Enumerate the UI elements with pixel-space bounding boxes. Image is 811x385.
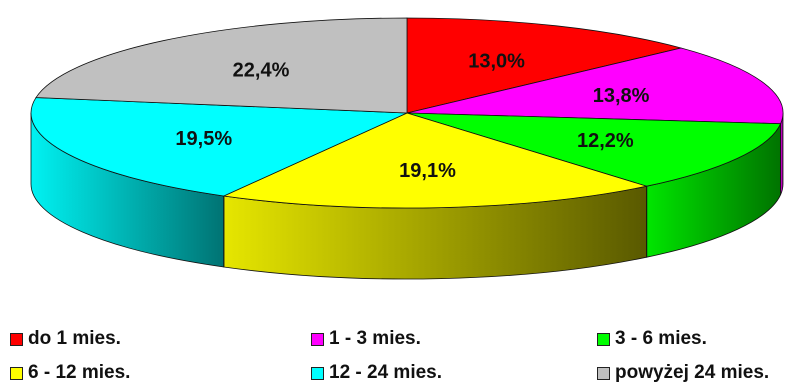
pie-slice-1	[406, 47, 784, 125]
pie-slice-4	[30, 97, 408, 197]
pie-label-2: 12,2%	[577, 130, 634, 152]
pie-label-4: 19,5%	[175, 128, 232, 150]
legend-item-12-24: 12 - 24 mies.	[311, 362, 442, 384]
pie-sides	[30, 112, 784, 280]
pie-slice-2	[406, 112, 782, 187]
pie-label-0: 13,0%	[468, 51, 525, 73]
pie-tops	[30, 17, 784, 209]
legend-item-1-3: 1 - 3 mies.	[311, 328, 421, 350]
legend-label: 1 - 3 mies.	[329, 328, 421, 349]
legend-label: do 1 mies.	[28, 328, 121, 349]
legend-label: 6 - 12 mies.	[28, 362, 131, 383]
legend-item-6-12: 6 - 12 mies.	[10, 362, 130, 384]
legend-swatch	[597, 366, 610, 380]
legend-item-powyzej-24: powyżej 24 mies.	[597, 362, 769, 384]
pie-label-1: 13,8%	[593, 85, 650, 107]
pie-labels: 13,0% 13,8% 12,2% 19,1% 19,5% 22,4%	[175, 51, 649, 182]
pie-label-5: 22,4%	[233, 60, 290, 82]
legend-swatch	[311, 332, 324, 346]
legend-item-3-6: 3 - 6 mies.	[597, 328, 707, 350]
legend-label: 12 - 24 mies.	[329, 362, 443, 383]
legend-label: 3 - 6 mies.	[615, 328, 707, 349]
pie-slice-3	[222, 112, 647, 209]
legend-swatch	[10, 366, 23, 380]
pie-slice-0	[406, 17, 682, 114]
legend-swatch	[10, 332, 23, 346]
pie-slice-5	[35, 17, 408, 114]
legend-item-do-1: do 1 mies.	[10, 328, 121, 350]
legend: do 1 mies. 1 - 3 mies. 3 - 6 mies. 6 - 1…	[0, 318, 811, 385]
legend-swatch	[597, 332, 610, 346]
legend-swatch	[311, 366, 324, 380]
pie-chart: 13,0% 13,8% 12,2% 19,1% 19,5% 22,4%	[30, 17, 784, 280]
legend-label: powyżej 24 mies.	[615, 362, 770, 383]
pie-label-3: 19,1%	[399, 160, 456, 182]
